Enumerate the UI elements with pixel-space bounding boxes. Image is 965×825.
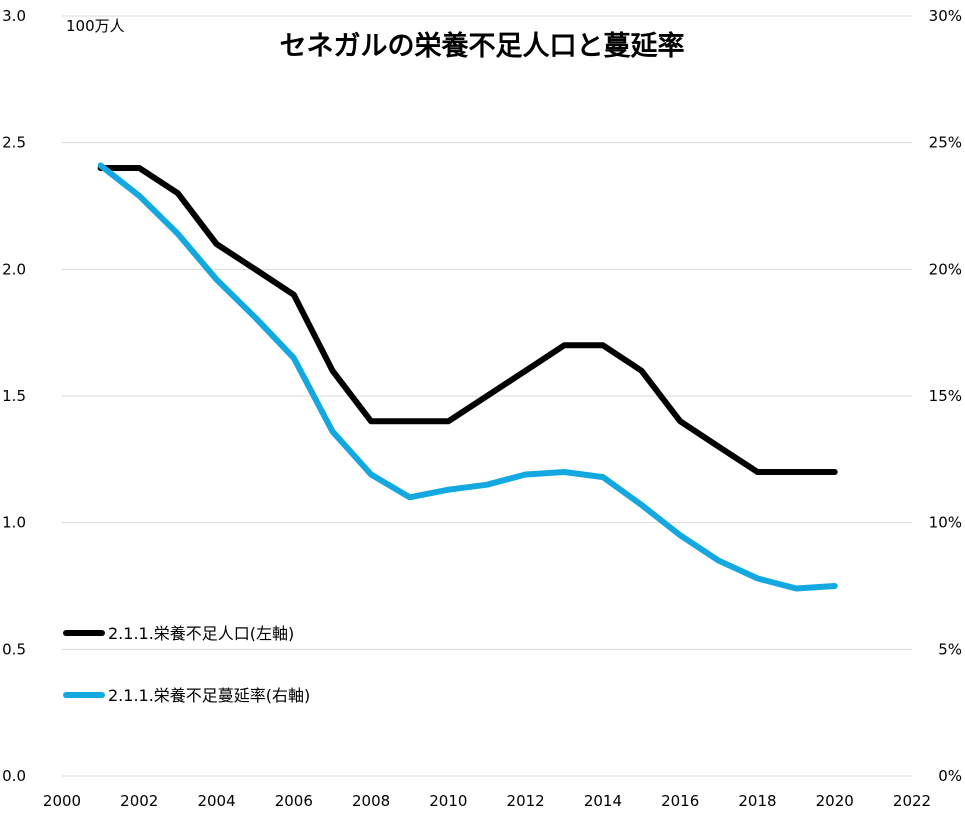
y-right-tick-label: 5% [938,640,962,658]
series-lines [97,162,838,592]
x-tick-label: 2004 [197,792,235,810]
y-left-axis: 0.0 0.5 1.0 1.5 2.0 2.5 3.0 [2,7,26,785]
y-left-tick-label: 1.0 [2,514,26,532]
y-right-tick-label: 10% [929,514,962,532]
y-right-tick-label: 30% [929,7,962,25]
x-tick-label: 2010 [429,792,467,810]
x-axis: 2000 2002 2004 2006 2008 2010 2012 2014 2016 2018… [43,792,931,810]
x-tick-label: 2006 [275,792,313,810]
y-left-tick-label: 3.0 [2,7,26,25]
y-right-axis: 0% 5% 10% 15% 20% 25% 30% [929,7,962,785]
legend-label: 2.1.1.栄養不足蔓延率(右軸) [108,686,310,705]
series-line-prevalence [97,162,838,592]
legend-label: 2.1.1.栄養不足人口(左軸) [108,624,294,643]
x-tick-label: 2018 [738,792,776,810]
gridlines [62,15,912,777]
y-left-tick-label: 2.5 [2,134,26,152]
y-right-tick-label: 20% [929,260,962,278]
x-tick-label: 2022 [893,792,931,810]
y-right-tick-label: 25% [929,134,962,152]
y-left-tick-label: 2.0 [2,260,26,278]
series-line-population [97,165,838,475]
y-left-tick-label: 0.0 [2,767,26,785]
x-tick-label: 2014 [584,792,622,810]
y-unit-label: 100万人 [66,17,125,35]
x-tick-label: 2008 [352,792,390,810]
x-tick-label: 2016 [661,792,699,810]
x-tick-label: 2000 [43,792,81,810]
y-left-tick-label: 1.5 [2,387,26,405]
y-left-tick-label: 0.5 [2,640,26,658]
legend: 2.1.1.栄養不足人口(左軸) 2.1.1.栄養不足蔓延率(右軸) [63,624,310,705]
y-right-tick-label: 15% [929,387,962,405]
x-tick-label: 2012 [507,792,545,810]
y-right-tick-label: 0% [938,767,962,785]
x-tick-label: 2002 [120,792,158,810]
x-tick-label: 2020 [816,792,854,810]
chart-title: セネガルの栄養不足人口と蔓延率 [280,30,685,62]
